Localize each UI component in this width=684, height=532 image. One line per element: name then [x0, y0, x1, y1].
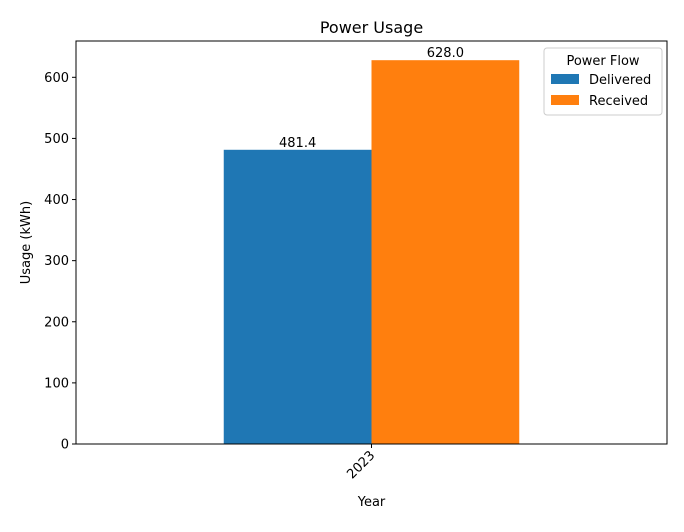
y-axis-ticks: 0 100 200 300 400 500 600	[44, 71, 76, 453]
legend-swatch-received	[551, 95, 579, 105]
y-tick-label: 200	[44, 315, 69, 330]
bar-labels-layer: 481.4 628.0	[279, 46, 464, 151]
legend-entries: Delivered Received	[551, 73, 651, 109]
y-axis-label: Usage (kWh)	[19, 201, 34, 284]
legend-label-delivered: Delivered	[589, 73, 651, 88]
plot-frame	[75, 40, 668, 445]
legend-label-received: Received	[589, 94, 648, 109]
legend: Power Flow Delivered Received	[543, 47, 663, 116]
y-tick-label: 600	[44, 71, 69, 86]
y-tick-label: 0	[61, 438, 69, 453]
y-tick-label: 300	[44, 254, 69, 269]
y-tick-label: 100	[44, 376, 69, 391]
legend-title: Power Flow	[566, 54, 639, 69]
bar-value-label: 481.4	[279, 136, 316, 151]
bars-layer	[223, 60, 520, 444]
y-tick-label: 400	[44, 193, 69, 208]
legend-swatch-delivered	[551, 74, 579, 84]
x-axis-label: Year	[357, 495, 386, 510]
bar-delivered-2023	[223, 149, 372, 444]
bar-received-2023	[371, 60, 520, 444]
chart-title: Power Usage	[320, 18, 423, 37]
bar-value-label: 628.0	[427, 46, 464, 61]
y-tick-label: 500	[44, 132, 69, 147]
